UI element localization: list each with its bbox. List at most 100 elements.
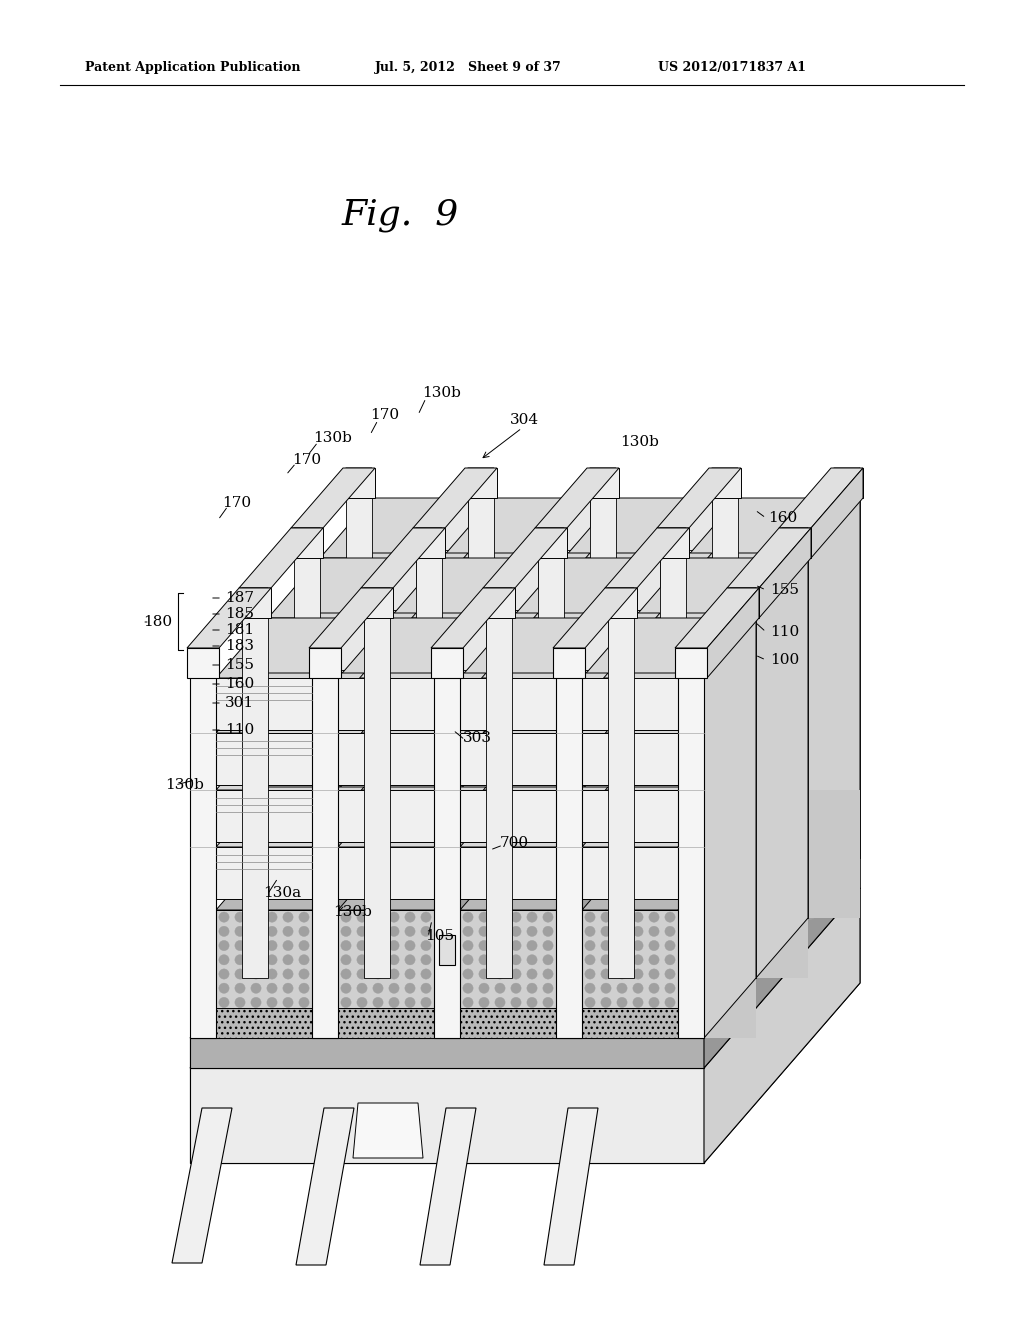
Circle shape (389, 983, 399, 994)
Text: 181: 181 (225, 623, 254, 638)
Circle shape (389, 940, 399, 950)
Circle shape (764, 950, 777, 965)
Circle shape (803, 829, 816, 843)
Circle shape (601, 954, 611, 965)
Text: 303: 303 (463, 731, 492, 744)
Polygon shape (678, 730, 730, 842)
Polygon shape (343, 469, 375, 498)
Circle shape (649, 998, 659, 1007)
Polygon shape (346, 469, 372, 858)
Polygon shape (705, 858, 860, 1068)
Circle shape (299, 998, 309, 1007)
Circle shape (601, 983, 611, 994)
Circle shape (267, 1011, 278, 1022)
Circle shape (373, 998, 383, 1007)
Polygon shape (413, 528, 445, 558)
Bar (460, 909, 556, 1038)
Polygon shape (705, 730, 860, 1038)
Circle shape (543, 927, 553, 936)
Bar (705, 909, 756, 1038)
Circle shape (527, 998, 538, 1007)
Polygon shape (390, 673, 486, 725)
Polygon shape (616, 553, 712, 605)
Text: 130b: 130b (313, 432, 352, 445)
Circle shape (585, 998, 595, 1007)
Polygon shape (372, 667, 468, 719)
Circle shape (389, 912, 399, 923)
Polygon shape (390, 558, 538, 618)
Bar (460, 909, 556, 1038)
Polygon shape (582, 789, 678, 842)
Circle shape (601, 927, 611, 936)
Circle shape (299, 1026, 309, 1036)
Circle shape (267, 912, 278, 923)
Polygon shape (544, 1107, 598, 1265)
Circle shape (421, 1011, 431, 1022)
Polygon shape (216, 789, 312, 842)
Polygon shape (538, 469, 616, 528)
Polygon shape (512, 730, 608, 781)
Polygon shape (678, 673, 730, 785)
Circle shape (251, 940, 261, 950)
Polygon shape (460, 733, 556, 785)
Polygon shape (553, 648, 585, 678)
Circle shape (649, 940, 659, 950)
Circle shape (341, 1011, 351, 1022)
Text: 160: 160 (225, 677, 254, 690)
Polygon shape (512, 612, 660, 673)
Polygon shape (268, 673, 364, 725)
Polygon shape (564, 498, 712, 558)
Polygon shape (657, 469, 741, 528)
Circle shape (299, 983, 309, 994)
Polygon shape (675, 648, 707, 678)
Polygon shape (460, 618, 608, 678)
Circle shape (283, 954, 293, 965)
Polygon shape (587, 469, 618, 498)
Bar (338, 909, 434, 1038)
Circle shape (527, 1011, 538, 1022)
Polygon shape (312, 587, 390, 648)
Circle shape (357, 912, 368, 923)
Circle shape (842, 758, 855, 772)
Polygon shape (564, 610, 712, 671)
Circle shape (725, 894, 738, 907)
Polygon shape (634, 618, 730, 671)
Polygon shape (364, 587, 390, 978)
Circle shape (479, 940, 489, 950)
Circle shape (404, 940, 415, 950)
Text: 170: 170 (222, 496, 251, 510)
Polygon shape (361, 528, 445, 587)
Polygon shape (190, 1038, 705, 1068)
Polygon shape (338, 618, 486, 678)
Polygon shape (556, 587, 634, 648)
Polygon shape (338, 789, 434, 842)
Circle shape (601, 969, 611, 979)
Circle shape (251, 983, 261, 994)
Circle shape (511, 998, 521, 1007)
Circle shape (421, 912, 431, 923)
Polygon shape (242, 528, 319, 587)
Polygon shape (686, 553, 834, 612)
Circle shape (479, 927, 489, 936)
Circle shape (633, 912, 643, 923)
Circle shape (764, 874, 777, 888)
Circle shape (725, 995, 738, 1010)
Polygon shape (294, 528, 319, 917)
Circle shape (543, 969, 553, 979)
Circle shape (267, 983, 278, 994)
Polygon shape (616, 667, 712, 719)
Polygon shape (582, 673, 730, 733)
Polygon shape (390, 730, 486, 781)
Circle shape (665, 1026, 675, 1036)
Polygon shape (759, 528, 811, 618)
Circle shape (404, 969, 415, 979)
Circle shape (649, 912, 659, 923)
Polygon shape (338, 787, 486, 847)
Polygon shape (338, 730, 486, 789)
Circle shape (404, 954, 415, 965)
Circle shape (511, 983, 521, 994)
Circle shape (234, 998, 245, 1007)
Circle shape (234, 927, 245, 936)
Circle shape (219, 1011, 229, 1022)
Circle shape (616, 983, 627, 994)
